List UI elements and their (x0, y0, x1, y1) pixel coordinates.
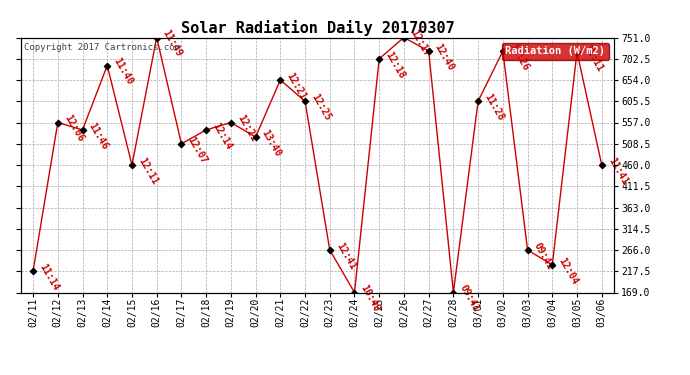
Point (473, 98, 484, 104)
Point (151, 34, 162, 40)
Text: 12:26: 12:26 (507, 42, 531, 72)
Point (28, 268, 39, 274)
Text: 12:21: 12:21 (284, 71, 308, 101)
Point (226, 120, 237, 126)
Point (126, 162, 137, 168)
Point (571, 49, 582, 55)
Point (423, 48, 434, 54)
Text: Copyright 2017 Cartronics.com: Copyright 2017 Cartronics.com (23, 43, 179, 52)
Text: 11:11: 11:11 (581, 43, 604, 73)
Point (497, 48, 509, 54)
Text: 12:14: 12:14 (210, 121, 234, 151)
Point (250, 134, 261, 140)
Point (596, 162, 607, 168)
Text: 13:40: 13:40 (259, 128, 283, 158)
Text: 09:41: 09:41 (532, 241, 555, 271)
Text: 11:49: 11:49 (161, 28, 184, 59)
Text: 12:25: 12:25 (309, 92, 333, 123)
Text: 12:18: 12:18 (384, 50, 406, 80)
Point (52, 120, 63, 126)
Legend: Radiation (W/m2): Radiation (W/m2) (502, 43, 609, 60)
Point (77, 127, 88, 133)
Point (448, 290, 459, 296)
Text: 12:40: 12:40 (433, 42, 456, 72)
Point (398, 34, 409, 40)
Point (374, 56, 385, 62)
Text: 11:14: 11:14 (37, 262, 61, 292)
Text: 12:11: 12:11 (136, 156, 159, 186)
Title: Solar Radiation Daily 20170307: Solar Radiation Daily 20170307 (181, 20, 454, 36)
Point (176, 141, 187, 147)
Text: 11:40: 11:40 (111, 56, 135, 87)
Point (324, 247, 335, 253)
Text: 12:07: 12:07 (186, 135, 209, 165)
Text: 12:04: 12:04 (556, 256, 580, 286)
Text: 11:46: 11:46 (87, 121, 110, 151)
Text: 10:49: 10:49 (359, 284, 382, 314)
Point (275, 77, 286, 83)
Point (522, 247, 533, 253)
Text: 12:06: 12:06 (62, 113, 86, 144)
Text: 12:41: 12:41 (334, 241, 357, 271)
Point (101, 63, 112, 69)
Text: 12:21: 12:21 (235, 113, 258, 144)
Point (201, 127, 212, 133)
Text: 11:28: 11:28 (482, 92, 506, 123)
Point (299, 98, 310, 104)
Point (349, 290, 360, 296)
Text: 09:41: 09:41 (457, 284, 481, 314)
Text: 11:41: 11:41 (606, 156, 629, 186)
Point (546, 262, 558, 268)
Text: 12:17: 12:17 (408, 28, 431, 59)
